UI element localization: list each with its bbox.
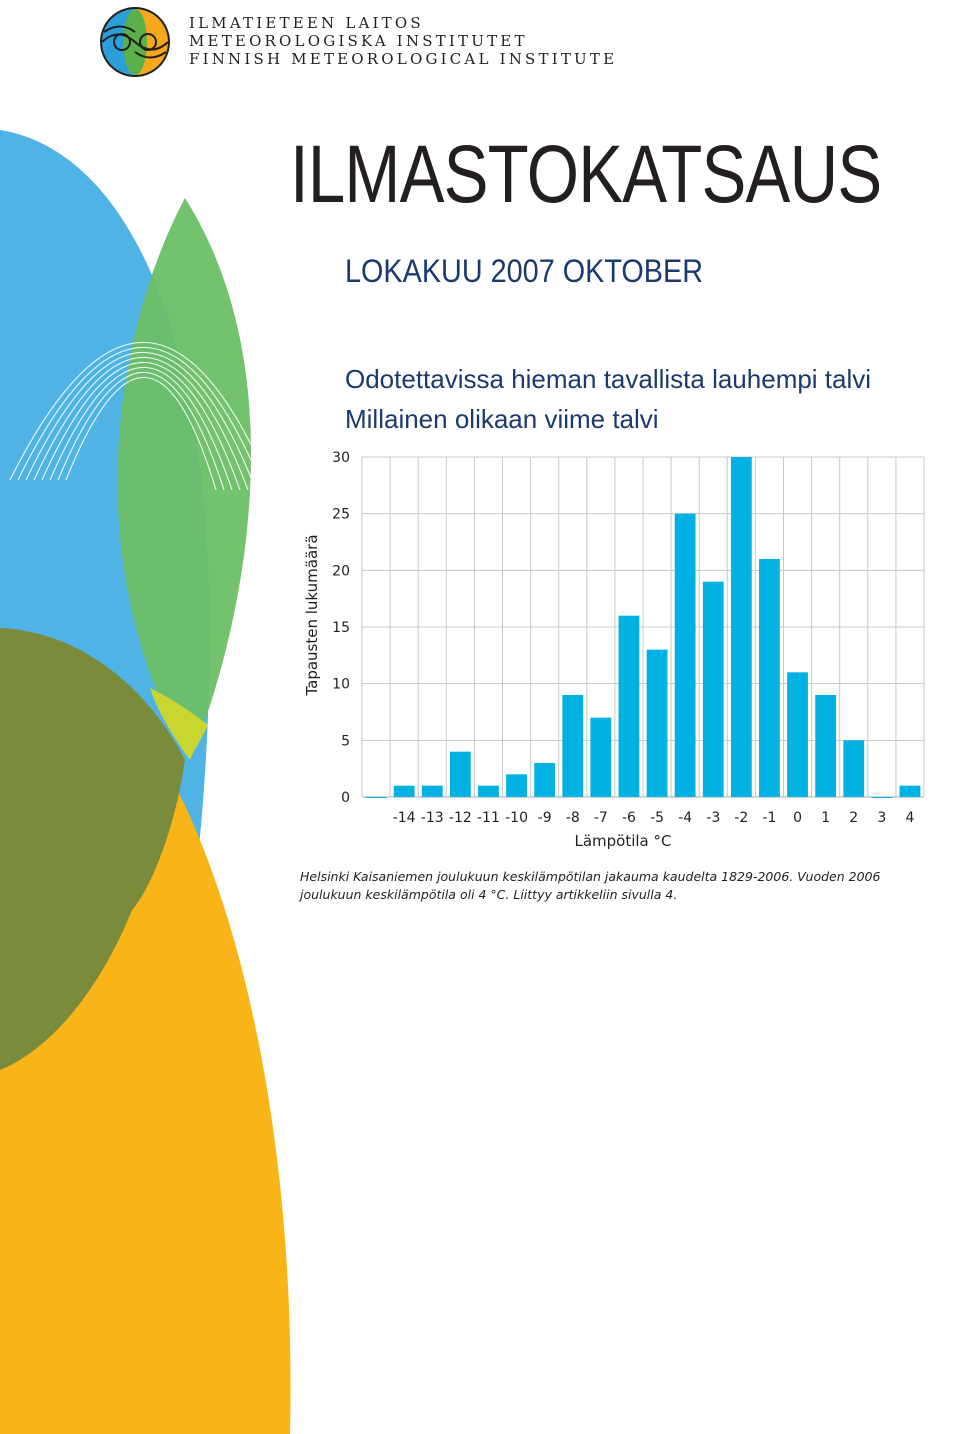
bar-1 xyxy=(815,695,837,797)
bar-0 xyxy=(787,672,808,797)
x-tick-label: -2 xyxy=(734,810,748,826)
x-tick-label: -1 xyxy=(762,810,776,826)
publication-title: ILMASTOKATSAUS xyxy=(290,129,882,220)
bar--10 xyxy=(506,774,527,797)
issue-date: LOKAKUU 2007 OKTOBER xyxy=(345,253,704,289)
org-name-fi: ILMATIETEEN LAITOS xyxy=(189,14,424,32)
bar--12 xyxy=(449,751,471,797)
x-tick-label: -13 xyxy=(421,810,444,826)
bar--7 xyxy=(590,717,612,797)
bar--3 xyxy=(702,581,724,797)
x-tick-label: -9 xyxy=(538,810,552,826)
x-tick-label: 1 xyxy=(821,810,830,826)
bar--1 xyxy=(759,559,780,797)
bar--2 xyxy=(730,457,752,797)
y-tick-label: 20 xyxy=(332,563,350,579)
x-tick-label: -7 xyxy=(594,810,608,826)
bar--8 xyxy=(562,695,584,797)
x-tick-label: 3 xyxy=(877,810,886,826)
white-arc-lines xyxy=(9,342,273,491)
lime-overlap-shape xyxy=(150,688,208,760)
overlap-shape xyxy=(0,628,185,1070)
bar--14 xyxy=(393,785,415,797)
x-tick-label: 2 xyxy=(849,810,858,826)
y-tick-label: 30 xyxy=(332,450,350,466)
y-tick-label: 5 xyxy=(341,733,350,749)
headline-secondary: Millainen olikaan viime talvi xyxy=(345,404,659,434)
bar-4 xyxy=(899,785,921,797)
headline-primary: Odotettavissa hieman tavallista lauhempi… xyxy=(345,364,872,394)
x-tick-label: 0 xyxy=(793,810,802,826)
y-tick-label: 0 xyxy=(341,790,350,806)
x-tick-label: -10 xyxy=(505,810,528,826)
y-tick-label: 10 xyxy=(332,677,350,693)
org-name-sv: METEOROLOGISKA INSTITUTET xyxy=(189,32,528,50)
x-tick-label: -6 xyxy=(622,810,636,826)
x-tick-label: -11 xyxy=(477,810,500,826)
fmi-logo-icon xyxy=(100,7,170,77)
x-axis-label: Lämpötila °C xyxy=(574,832,671,850)
chart-bars xyxy=(365,457,921,798)
bar--4 xyxy=(674,513,696,797)
bar-2 xyxy=(843,740,865,797)
x-tick-label: -4 xyxy=(678,810,692,826)
bar--13 xyxy=(421,785,443,797)
bar--9 xyxy=(534,763,556,797)
x-tick-label: -3 xyxy=(706,810,720,826)
x-tick-label: -12 xyxy=(449,810,472,826)
y-axis-label: Tapausten lukumäärä xyxy=(303,534,321,696)
figure-caption: Helsinki Kaisaniemen joulukuun keskilämp… xyxy=(300,869,881,902)
x-tick-label: 4 xyxy=(905,810,914,826)
x-tick-label: -8 xyxy=(566,810,580,826)
y-tick-label: 25 xyxy=(332,507,350,523)
bar--15 xyxy=(365,797,387,798)
bar--5 xyxy=(646,649,668,797)
x-tick-label: -5 xyxy=(650,810,664,826)
x-tick-label: -14 xyxy=(393,810,416,826)
chart-grid xyxy=(361,456,925,798)
x-tick-labels: -14 -13 -12 -11 -10 -9 -8 -7 -6 -5 -4 -3 -2 -1 0 1 2 3 4 xyxy=(393,810,915,826)
bar-3 xyxy=(871,797,893,798)
y-tick-label: 15 xyxy=(332,620,350,636)
green-shape xyxy=(117,198,251,760)
bar--6 xyxy=(618,615,640,797)
org-name-en: FINNISH METEOROLOGICAL INSTITUTE xyxy=(189,50,618,68)
bar--11 xyxy=(478,785,499,797)
y-tick-labels: 0 5 10 15 20 25 30 xyxy=(332,450,350,806)
